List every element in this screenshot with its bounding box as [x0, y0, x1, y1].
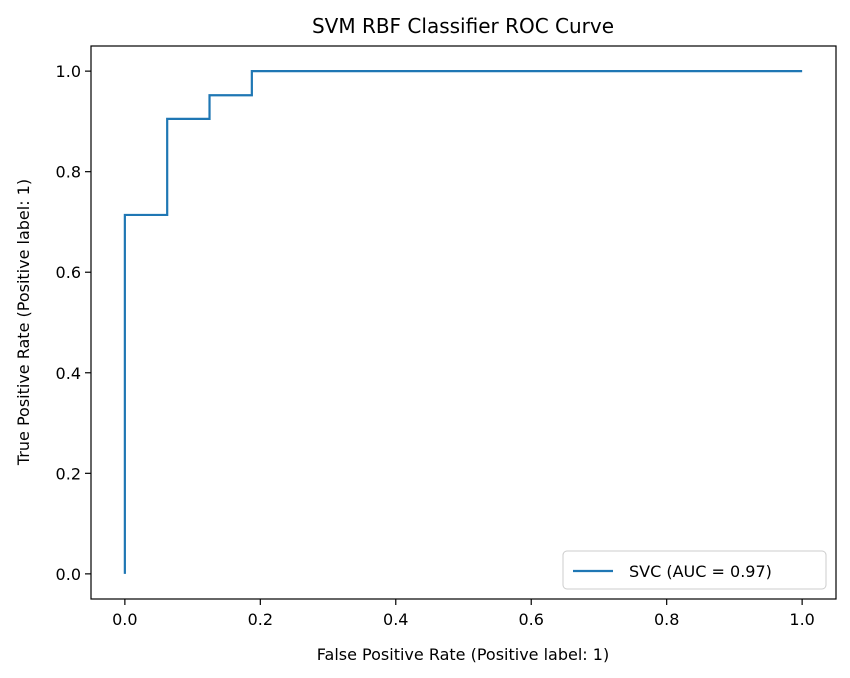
- y-axis-ticks: 0.0 0.2 0.4 0.6 0.8 1.0: [56, 62, 91, 584]
- y-tick-label: 0.6: [56, 263, 81, 282]
- plot-frame: [90, 45, 837, 600]
- y-axis-label: True Positive Rate (Positive label: 1): [14, 179, 33, 466]
- legend-entry-svc: SVC (AUC = 0.97): [629, 562, 772, 581]
- y-tick-label: 0.4: [56, 364, 81, 383]
- y-tick-label: 0.0: [56, 565, 81, 584]
- series-line-svc: [123, 70, 803, 574]
- plot-area: [123, 70, 803, 574]
- x-tick-label: 0.2: [248, 610, 273, 629]
- x-tick-label: 0.8: [654, 610, 679, 629]
- legend-box: [562, 550, 827, 590]
- chart-title: SVM RBF Classifier ROC Curve: [312, 14, 614, 38]
- legend: SVC (AUC = 0.97): [562, 550, 827, 590]
- x-axis-label: False Positive Rate (Positive label: 1): [317, 645, 609, 664]
- y-tick-label: 1.0: [56, 62, 81, 81]
- x-tick-label: 0.6: [519, 610, 544, 629]
- x-tick-label: 0.4: [383, 610, 408, 629]
- y-tick-label: 0.8: [56, 163, 81, 182]
- y-tick-label: 0.2: [56, 464, 81, 483]
- x-axis-ticks: 0.0 0.2 0.4 0.6 0.8 1.0: [112, 599, 815, 629]
- x-tick-label: 1.0: [789, 610, 814, 629]
- x-tick-label: 0.0: [112, 610, 137, 629]
